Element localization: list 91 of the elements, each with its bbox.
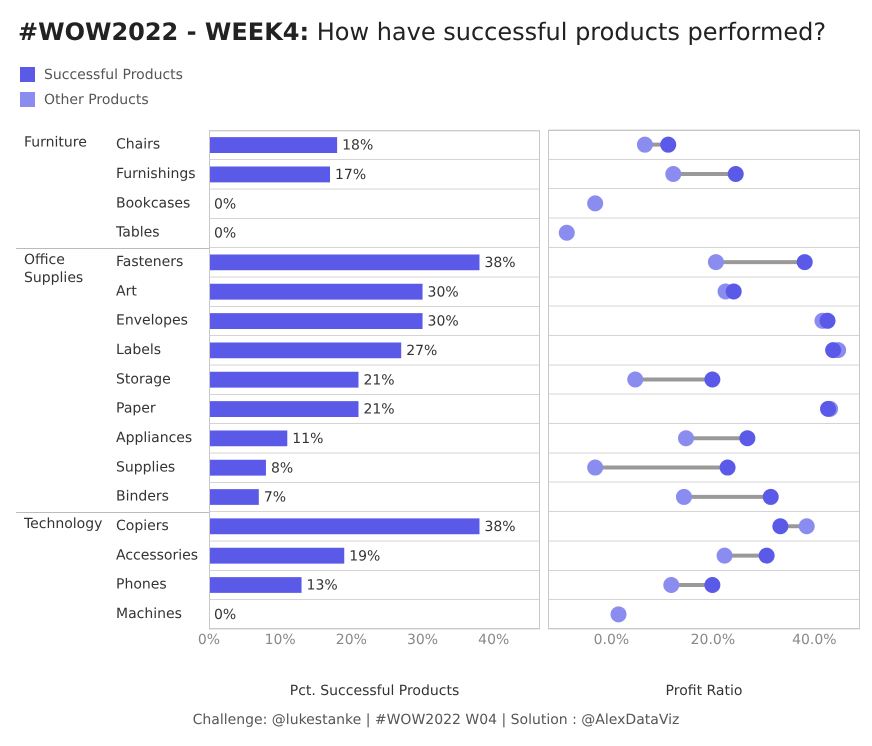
bar: [209, 460, 266, 476]
point: [610, 606, 627, 622]
y-tick-label: Supplies: [116, 459, 176, 476]
point: [663, 576, 680, 593]
x-axis-title: Profit Ratio: [666, 683, 742, 700]
y-tick-label: Bookcases: [116, 195, 190, 212]
bar: [209, 313, 423, 329]
x-tick-label: 40%: [478, 632, 510, 648]
point: [762, 488, 779, 505]
text: Technology: [23, 516, 102, 532]
point: [758, 548, 775, 564]
bar: [209, 254, 480, 270]
point: [716, 548, 733, 564]
text: Office Supplies: [24, 252, 84, 286]
bar: [209, 284, 423, 300]
bar: [209, 401, 358, 417]
data-label: 30%: [428, 284, 459, 300]
data-label: 21%: [363, 402, 395, 418]
data-label: 13%: [306, 578, 338, 594]
chart-title: #WOW2022 - WEEK4: How have successful products performed?: [18, 18, 826, 46]
point: [627, 372, 644, 388]
point: [739, 430, 756, 446]
y-tick-label: Copiers: [116, 518, 169, 534]
point: [726, 283, 742, 300]
point: [708, 254, 724, 270]
bar: [209, 577, 302, 593]
x-tick-label: 0%: [198, 632, 220, 648]
point: [676, 488, 692, 505]
y-tick-label: Art: [116, 283, 138, 300]
point: [558, 224, 575, 241]
data-label: 30%: [428, 314, 459, 330]
point: [665, 166, 682, 182]
x-tick-label: 10%: [264, 632, 296, 648]
bar: [209, 137, 338, 153]
data-label: 0%: [214, 226, 236, 242]
x-tick-label: 40.0%: [792, 632, 837, 648]
bar: [209, 166, 330, 182]
x-tick-label: 0.0%: [594, 632, 630, 648]
bar: [209, 548, 344, 564]
x-tick-label: 20.0%: [690, 632, 736, 648]
y-tick-label: Machines: [116, 606, 182, 622]
point: [825, 342, 842, 358]
data-label: 18%: [342, 138, 374, 154]
point: [660, 136, 676, 153]
text: Furniture: [24, 134, 87, 151]
point: [728, 166, 744, 182]
y-tick-label: Storage: [116, 371, 171, 388]
data-label: 11%: [292, 431, 324, 447]
bar: [209, 518, 480, 534]
bar: [209, 372, 358, 388]
data-label: 0%: [214, 196, 236, 212]
data-label: 27%: [406, 343, 438, 360]
point: [704, 576, 720, 593]
x-axis-title: Pct. Successful Products: [290, 683, 460, 700]
point: [820, 312, 836, 329]
bar: [209, 430, 288, 446]
data-label: 7%: [264, 490, 286, 506]
data-label: 21%: [363, 372, 395, 388]
x-tick-label: 30%: [406, 632, 438, 648]
point: [587, 460, 604, 476]
y-tick-label: Furnishings: [116, 166, 196, 182]
point: [636, 136, 653, 153]
legend-label: Other Products: [44, 92, 149, 108]
data-label: 0%: [214, 606, 236, 623]
y-tick-label: Accessories: [116, 547, 198, 564]
y-tick-label: Tables: [115, 224, 160, 241]
data-label: 17%: [335, 167, 366, 184]
y-tick-label: Paper: [116, 400, 156, 417]
bar: [209, 342, 402, 358]
data-label: 38%: [484, 518, 516, 535]
bar: [209, 489, 259, 505]
point: [796, 254, 813, 270]
data-label: 8%: [270, 460, 294, 476]
data-label: 38%: [484, 255, 516, 272]
point: [587, 195, 604, 212]
y-tick-label: Chairs: [116, 136, 160, 153]
point: [798, 518, 815, 534]
y-tick-label: Phones: [116, 576, 167, 593]
text: Challenge: @lukestanke | #WOW2022 W04 | Solution : @AlexDataViz: [192, 712, 680, 728]
y-tick-label: Binders: [116, 488, 169, 505]
y-tick-label: Appliances: [116, 430, 192, 446]
point: [720, 460, 736, 476]
point: [678, 430, 694, 446]
point: [772, 518, 788, 534]
y-tick-label: Fasteners: [116, 254, 184, 270]
y-tick-label: Envelopes: [116, 312, 188, 329]
x-tick-label: 20%: [336, 632, 367, 648]
legend-label: Successful Products: [44, 66, 183, 82]
data-label: 19%: [349, 548, 380, 564]
point: [704, 372, 720, 388]
y-tick-label: Labels: [116, 342, 162, 358]
